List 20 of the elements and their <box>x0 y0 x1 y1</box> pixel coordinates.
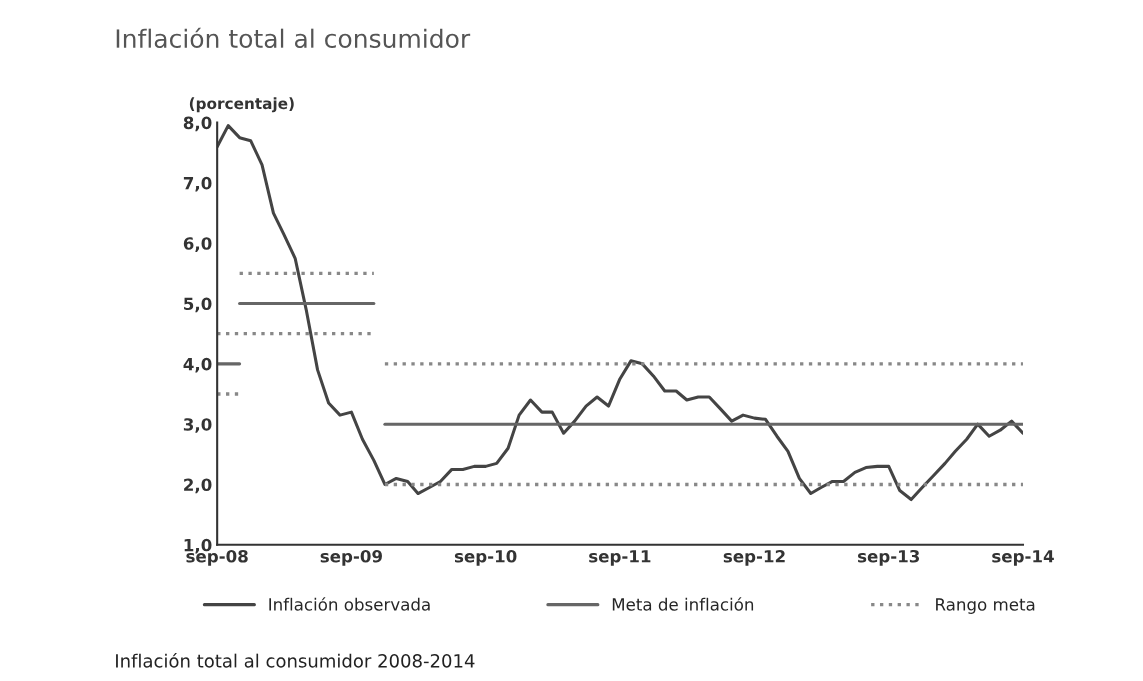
legend-label: Inflación observada <box>269 597 430 611</box>
y-tick-label: 7,0 <box>183 176 212 192</box>
x-tick-label: sep-14 <box>992 550 1054 566</box>
text: Inflación total al consumidor 2008-2014 <box>116 652 475 668</box>
x-tick-label: sep-09 <box>320 549 382 566</box>
y-axis-title: (porcentaje) <box>189 97 294 113</box>
x-tick-label: sep-12 <box>723 549 785 566</box>
y-tick-label: 2,0 <box>184 478 212 494</box>
y-tick-label: 5,0 <box>184 297 212 313</box>
chart-title: Inflación total al consumidor <box>116 27 471 49</box>
legend-label: Meta de inflación <box>612 597 754 611</box>
x-tick-label: sep-10 <box>454 549 517 566</box>
y-tick-label: 4,0 <box>183 357 212 373</box>
y-tick-label: 8,0 <box>183 116 212 132</box>
x-tick-label: sep-11 <box>589 550 651 566</box>
y-tick-label: 3,0 <box>183 418 212 433</box>
x-tick-label: sep-13 <box>857 549 920 566</box>
legend-label: Rango meta <box>936 598 1035 614</box>
line-series <box>217 124 1023 502</box>
y-tick-label: 6,0 <box>183 237 212 252</box>
